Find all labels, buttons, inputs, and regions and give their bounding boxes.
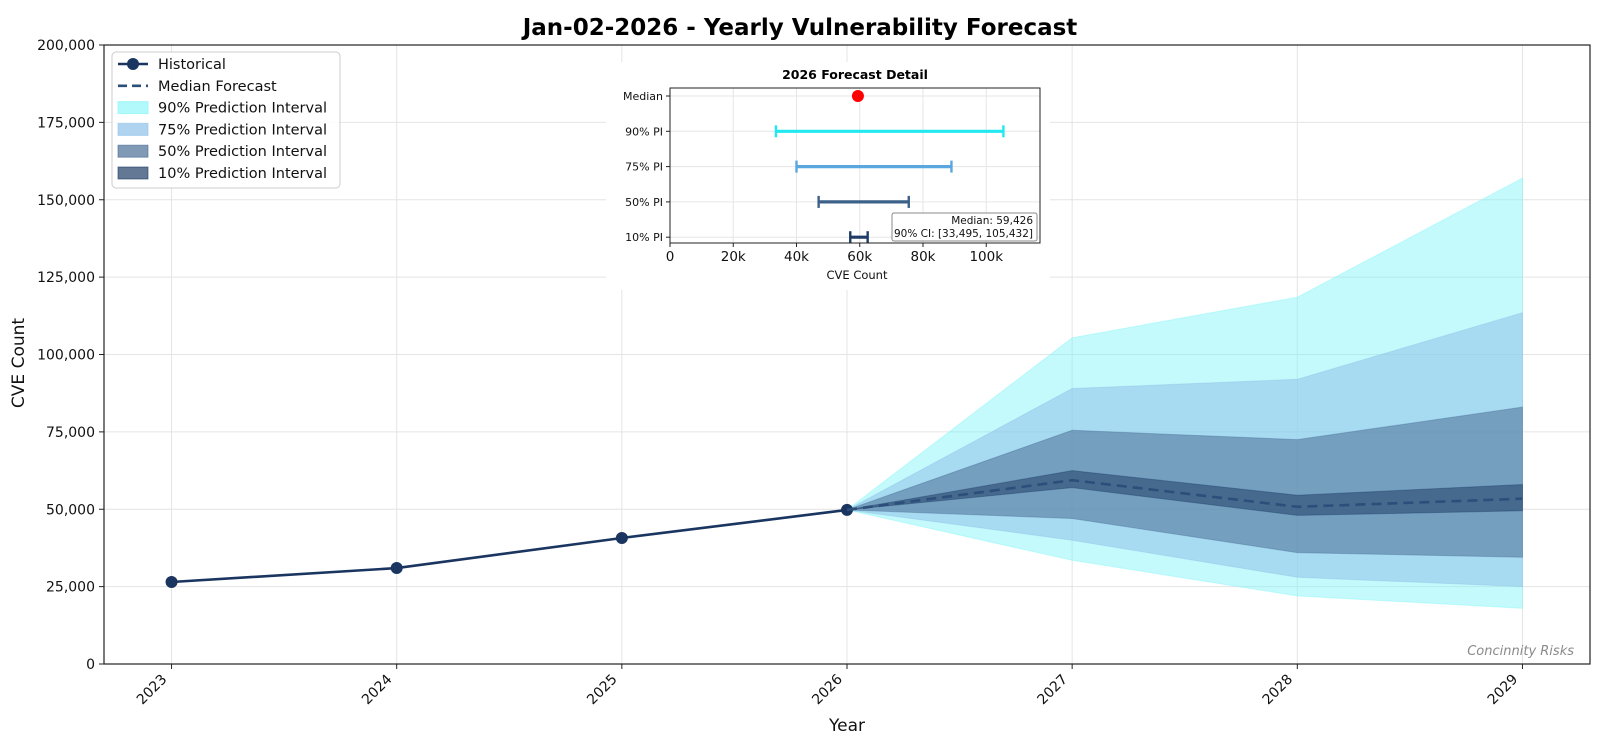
median-forecast-line bbox=[846, 478, 1523, 512]
historical-point bbox=[390, 562, 403, 575]
inset-x-tick-label: 80k bbox=[910, 249, 935, 265]
y-tick-label: 200,000 bbox=[37, 38, 95, 54]
y-tick-label: 125,000 bbox=[37, 270, 95, 286]
legend-label: Historical bbox=[158, 57, 226, 73]
inset-x-tick-label: 0 bbox=[666, 249, 675, 265]
inset-y-tick-label: 75% PI bbox=[625, 161, 663, 174]
inset-title: 2026 Forecast Detail bbox=[782, 67, 928, 82]
plot-frame bbox=[103, 44, 1591, 665]
y-tick-label: 175,000 bbox=[37, 115, 95, 131]
y-axis-label: CVE Count bbox=[9, 318, 29, 408]
inset-annotation-line: 90% CI: [33,495, 105,432] bbox=[894, 228, 1033, 240]
legend-swatch-interval bbox=[117, 101, 149, 115]
watermark: Concinnity Risks bbox=[1467, 644, 1574, 659]
inset-y-tick-label: 50% PI bbox=[625, 196, 663, 209]
inset-annotation-line: Median: 59,426 bbox=[951, 215, 1033, 227]
inset-annotation-box bbox=[891, 212, 1038, 242]
historical-line bbox=[171, 508, 848, 584]
legend-swatch-interval bbox=[117, 144, 149, 158]
historical-point bbox=[165, 575, 178, 588]
inset-background bbox=[606, 62, 1050, 290]
inset-y-tick-label: 90% PI bbox=[625, 125, 663, 138]
y-tick-label: 25,000 bbox=[46, 580, 95, 596]
interval-band bbox=[846, 406, 1523, 558]
legend-label: 75% Prediction Interval bbox=[158, 122, 327, 138]
legend-box bbox=[111, 51, 341, 189]
legend-label: 50% Prediction Interval bbox=[158, 144, 327, 160]
y-tick-label: 150,000 bbox=[37, 193, 95, 209]
y-tick-label: 0 bbox=[86, 657, 95, 673]
legend-marker-historical bbox=[127, 58, 139, 70]
x-axis-label: Year bbox=[828, 716, 865, 736]
y-tick-label: 100,000 bbox=[37, 348, 95, 364]
legend-swatch-interval bbox=[117, 166, 149, 180]
inset-y-tick-label: Median bbox=[623, 90, 663, 103]
inset-frame bbox=[669, 87, 1041, 244]
legend-label: Median Forecast bbox=[158, 79, 277, 95]
historical-point bbox=[615, 532, 628, 545]
prediction-intervals bbox=[845, 177, 1523, 609]
inset-median-point bbox=[851, 90, 864, 102]
inset-y-tick-label: 10% PI bbox=[625, 231, 663, 244]
inset-forecast-detail: 2026 Forecast Detail Median 90% PI 75% PI 50… bbox=[606, 62, 1050, 290]
y-tick-label: 75,000 bbox=[46, 425, 95, 441]
inset-x-tick-label: 40k bbox=[784, 249, 809, 265]
y-tick-label: 50,000 bbox=[46, 502, 95, 518]
legend-label: 10% Prediction Interval bbox=[158, 166, 327, 182]
inset-x-tick-label: 60k bbox=[847, 249, 872, 265]
legend-swatch-interval bbox=[117, 122, 149, 136]
series-lines bbox=[165, 478, 1523, 588]
inset-x-tick-label: 20k bbox=[721, 249, 746, 265]
legend-label: 90% Prediction Interval bbox=[158, 101, 327, 117]
inset-x-tick-label: 100k bbox=[969, 249, 1003, 265]
inset-x-axis-label: CVE Count bbox=[827, 268, 888, 282]
chart-title: Jan-02-2026 - Yearly Vulnerability Forec… bbox=[521, 15, 1078, 41]
legend: Historical Median Forecast 90% Prediction … bbox=[111, 51, 341, 189]
